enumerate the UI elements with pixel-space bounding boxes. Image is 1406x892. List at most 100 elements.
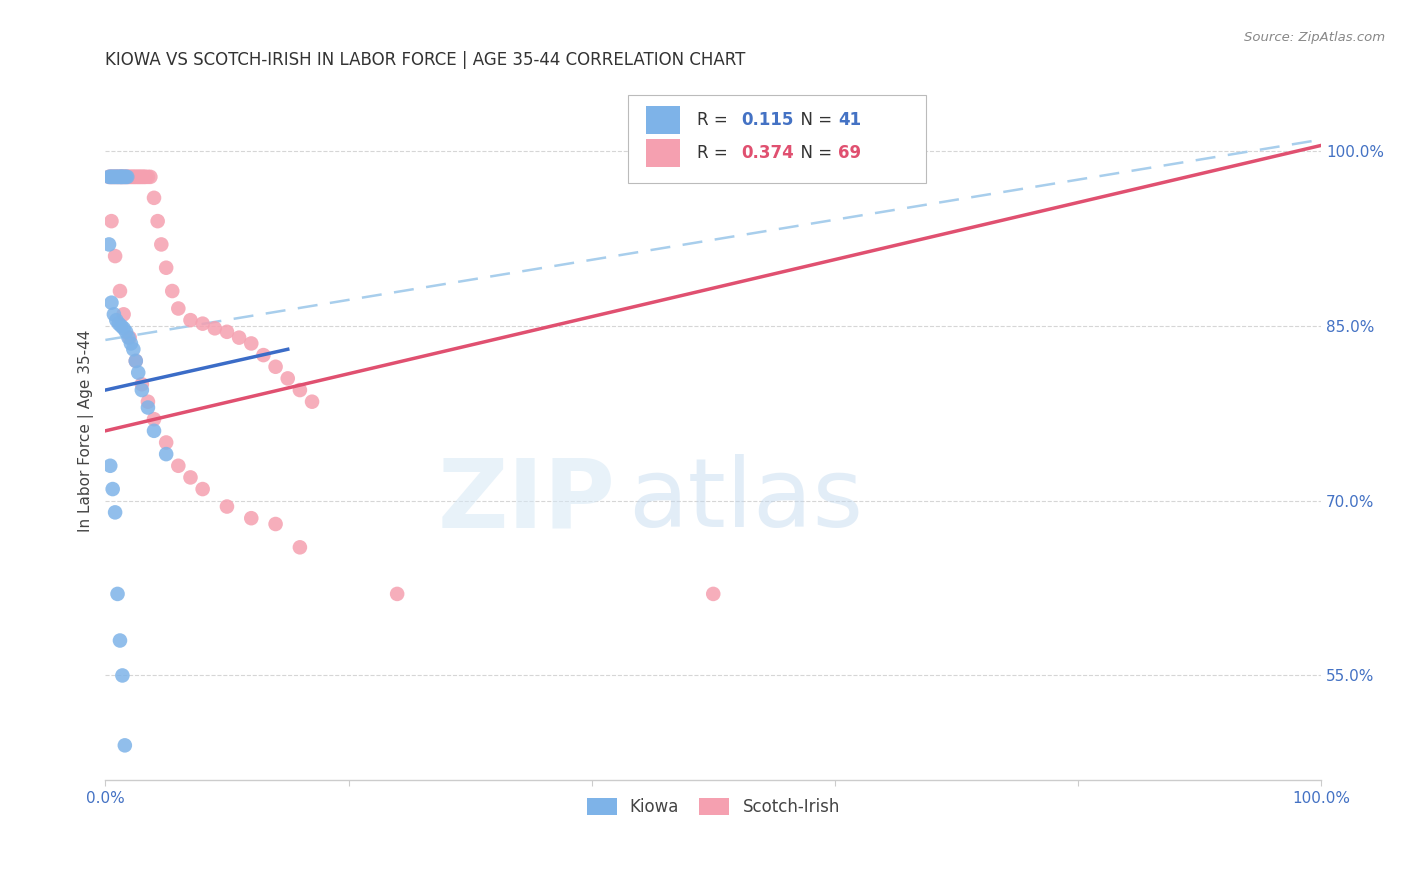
Point bbox=[101, 169, 124, 184]
Point bbox=[114, 739, 136, 753]
Point bbox=[179, 313, 201, 327]
Point bbox=[110, 169, 132, 184]
Point bbox=[131, 383, 153, 397]
Point bbox=[162, 284, 184, 298]
Point bbox=[139, 169, 162, 184]
Point bbox=[114, 169, 136, 184]
Point bbox=[240, 336, 263, 351]
Point bbox=[117, 169, 139, 184]
Point bbox=[131, 377, 153, 392]
Point bbox=[114, 169, 136, 184]
Point bbox=[101, 482, 124, 496]
Point bbox=[129, 169, 152, 184]
Point bbox=[120, 336, 142, 351]
Point bbox=[167, 301, 190, 316]
Point bbox=[107, 317, 129, 331]
Point bbox=[125, 169, 148, 184]
Point bbox=[288, 541, 311, 555]
Point bbox=[115, 325, 138, 339]
Point bbox=[204, 321, 226, 335]
Point bbox=[112, 169, 135, 184]
Point bbox=[98, 458, 121, 473]
Point bbox=[98, 169, 121, 184]
Point bbox=[155, 447, 177, 461]
Point bbox=[264, 359, 287, 374]
Point bbox=[100, 295, 122, 310]
Point bbox=[107, 587, 129, 601]
Point bbox=[107, 169, 129, 184]
Y-axis label: In Labor Force | Age 35-44: In Labor Force | Age 35-44 bbox=[79, 330, 94, 532]
Point bbox=[125, 354, 148, 368]
Point bbox=[100, 214, 122, 228]
Point bbox=[131, 169, 153, 184]
Point bbox=[104, 249, 127, 263]
Point bbox=[108, 633, 131, 648]
Point bbox=[122, 343, 145, 357]
Point bbox=[112, 307, 135, 321]
Point bbox=[117, 331, 139, 345]
Point bbox=[107, 169, 129, 184]
Text: 69: 69 bbox=[838, 145, 862, 162]
Point bbox=[105, 169, 128, 184]
Point bbox=[103, 169, 125, 184]
Point bbox=[111, 668, 134, 682]
Point bbox=[112, 321, 135, 335]
Point bbox=[110, 169, 132, 184]
Bar bbox=[647, 139, 681, 168]
Point bbox=[115, 169, 138, 184]
FancyBboxPatch shape bbox=[628, 95, 927, 183]
Point bbox=[128, 169, 150, 184]
Text: N =: N = bbox=[790, 111, 837, 128]
Point bbox=[117, 169, 139, 184]
Point bbox=[150, 237, 173, 252]
Legend: Kiowa, Scotch-Irish: Kiowa, Scotch-Irish bbox=[578, 789, 848, 824]
Point bbox=[125, 354, 148, 368]
Point bbox=[146, 214, 169, 228]
Point bbox=[191, 482, 214, 496]
Point bbox=[104, 169, 127, 184]
Point bbox=[124, 169, 146, 184]
Point bbox=[127, 169, 149, 184]
Text: 0.115: 0.115 bbox=[741, 111, 793, 128]
Text: R =: R = bbox=[697, 111, 734, 128]
Point bbox=[112, 169, 135, 184]
Point bbox=[228, 331, 250, 345]
Point bbox=[288, 383, 311, 397]
Point bbox=[108, 169, 131, 184]
Point bbox=[105, 313, 128, 327]
Point bbox=[111, 169, 134, 184]
Point bbox=[120, 169, 142, 184]
Point bbox=[143, 412, 166, 426]
Point bbox=[264, 516, 287, 531]
Point bbox=[118, 331, 141, 345]
Point bbox=[107, 169, 129, 184]
Text: R =: R = bbox=[697, 145, 734, 162]
Point bbox=[252, 348, 274, 362]
Point bbox=[101, 169, 124, 184]
Text: ZIP: ZIP bbox=[439, 454, 616, 547]
Text: 0.374: 0.374 bbox=[741, 145, 794, 162]
Point bbox=[134, 169, 156, 184]
Point bbox=[110, 169, 132, 184]
Point bbox=[105, 169, 128, 184]
Point bbox=[107, 169, 129, 184]
Point bbox=[155, 435, 177, 450]
Point bbox=[110, 318, 132, 333]
Point bbox=[385, 587, 408, 601]
Point bbox=[127, 366, 149, 380]
Text: KIOWA VS SCOTCH-IRISH IN LABOR FORCE | AGE 35-44 CORRELATION CHART: KIOWA VS SCOTCH-IRISH IN LABOR FORCE | A… bbox=[105, 51, 745, 69]
Point bbox=[136, 401, 159, 415]
Point bbox=[122, 169, 145, 184]
Point bbox=[702, 587, 724, 601]
Point bbox=[301, 394, 323, 409]
Point bbox=[179, 470, 201, 484]
Point bbox=[191, 317, 214, 331]
Point bbox=[115, 169, 138, 184]
Bar bbox=[647, 106, 681, 134]
Point bbox=[111, 169, 134, 184]
Point bbox=[98, 169, 121, 184]
Point bbox=[108, 169, 131, 184]
Point bbox=[155, 260, 177, 275]
Point bbox=[104, 505, 127, 519]
Text: N =: N = bbox=[790, 145, 837, 162]
